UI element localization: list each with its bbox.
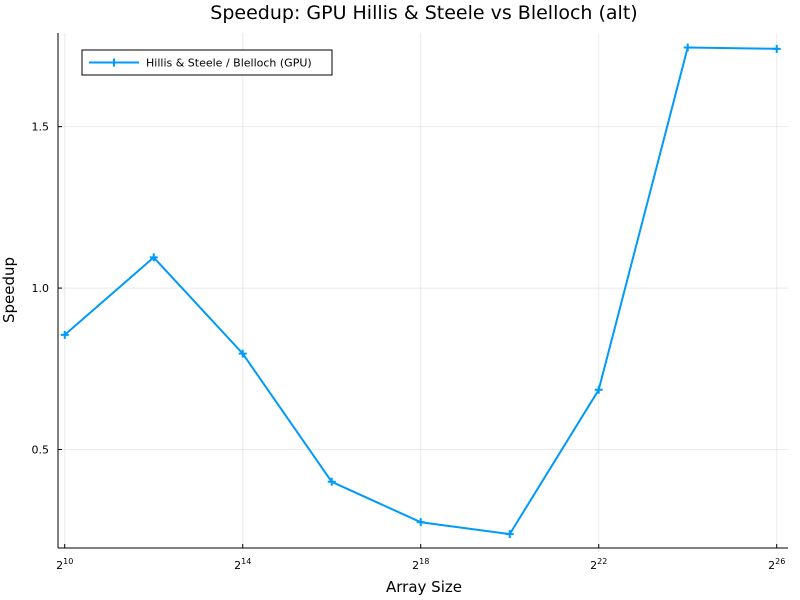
x-tick-exponent: 26 [775, 557, 785, 566]
data-point-marker [238, 349, 247, 358]
grid [58, 33, 788, 548]
x-tick-exponent: 18 [419, 557, 429, 566]
data-point-marker [327, 477, 336, 486]
x-axis-ticks: 210 214 218 222 226 [56, 544, 785, 572]
series-layer [60, 43, 781, 539]
x-tick-exponent: 10 [63, 557, 73, 566]
y-tick-label: 0.5 [32, 444, 50, 457]
data-point-marker [594, 385, 603, 394]
y-tick-label: 1.5 [32, 121, 50, 134]
x-tick-base: 2 [234, 559, 241, 572]
data-point-marker [149, 253, 158, 262]
x-tick-label: 214 [234, 557, 251, 572]
x-tick-exponent: 14 [241, 557, 251, 566]
axes [57, 33, 788, 549]
x-tick-base: 2 [590, 559, 597, 572]
data-point-marker [416, 518, 425, 527]
x-tick-label: 222 [590, 557, 607, 572]
y-axis-ticks: 0.5 1.0 1.5 [32, 121, 62, 457]
chart-title: Speedup: GPU Hillis & Steele vs Blelloch… [210, 2, 637, 24]
x-tick-base: 2 [56, 559, 63, 572]
x-tick-label: 226 [768, 557, 785, 572]
data-point-marker [683, 43, 692, 52]
data-point-marker [772, 44, 781, 53]
legend: Hillis & Steele / Blelloch (GPU) [81, 49, 333, 76]
data-point-marker [505, 530, 514, 539]
x-tick-label: 210 [56, 557, 73, 572]
y-tick-label: 1.0 [32, 282, 50, 295]
x-tick-label: 218 [412, 557, 429, 572]
data-point-marker [60, 330, 69, 339]
x-tick-base: 2 [768, 559, 775, 572]
legend-marker [110, 58, 118, 67]
x-axis-label: Array Size [386, 578, 462, 596]
y-axis-label: Speedup [0, 257, 18, 323]
x-tick-exponent: 22 [597, 557, 607, 566]
legend-label: Hillis & Steele / Blelloch (GPU) [146, 57, 312, 70]
x-tick-base: 2 [412, 559, 419, 572]
